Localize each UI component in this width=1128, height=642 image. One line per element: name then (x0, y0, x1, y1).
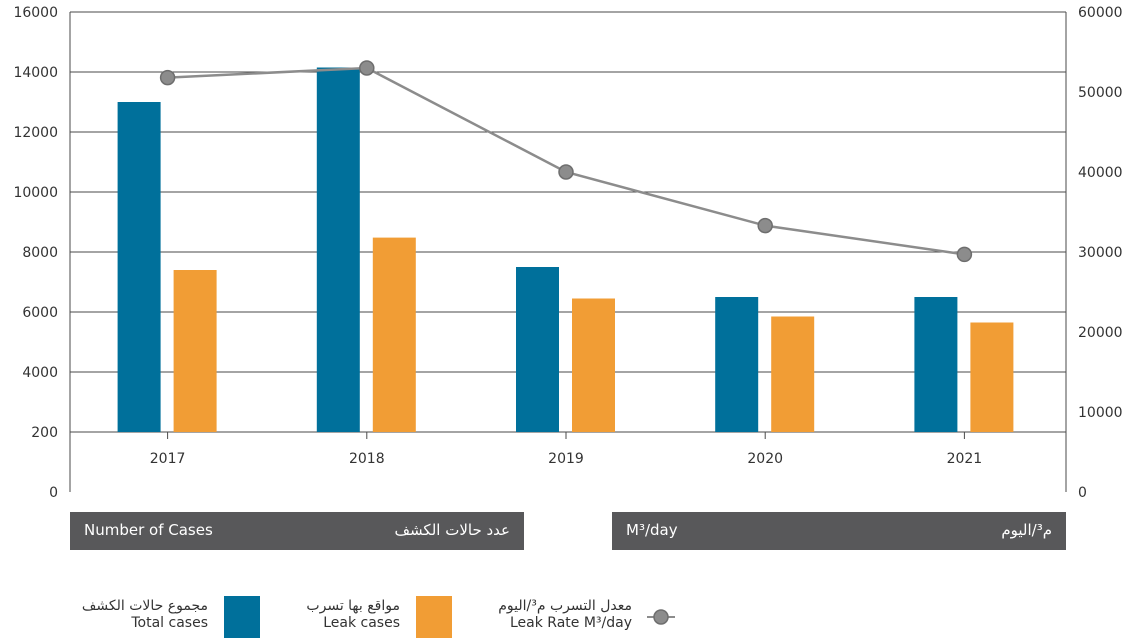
x-tick-label: 2017 (150, 451, 186, 467)
left-axis-title-bar: Number of Cases عدد حالات الكشف (70, 512, 524, 550)
bar-total-cases-2019 (516, 267, 559, 432)
legend-leak-cases-label: مواقع بها تسرب Leak cases (306, 598, 400, 632)
y-left-tick-label: 14000 (13, 65, 58, 81)
y-left-tick-label: 10000 (13, 185, 58, 201)
right-axis-title-bar: M³/day م³/اليوم (612, 512, 1066, 550)
y-right-tick-label: 10000 (1078, 405, 1123, 421)
y-left-tick-label: 200 (31, 425, 58, 441)
y-right-tick-label: 30000 (1078, 245, 1123, 261)
bar-total-cases-2021 (914, 297, 958, 432)
left-axis-title-en: Number of Cases (84, 521, 213, 539)
y-left-tick-label: 8000 (22, 245, 58, 261)
y-right-tick-label: 20000 (1078, 325, 1123, 341)
y-left-tick-label: 16000 (13, 5, 58, 21)
legend-leak-rate-ar: معدل التسرب م³/اليوم (498, 598, 632, 614)
y-left-tick-label: 12000 (13, 125, 58, 141)
right-axis-title-ar: م³/اليوم (1001, 521, 1052, 539)
x-tick-label: 2019 (548, 451, 584, 467)
y-right-tick-label: 60000 (1078, 5, 1123, 21)
x-tick-label: 2021 (947, 451, 983, 467)
left-axis-title-ar: عدد حالات الكشف (394, 521, 511, 539)
point-leak-rate-2018 (359, 60, 375, 76)
bar-total-cases-2020 (715, 297, 759, 432)
legend-total-cases-swatch (224, 596, 260, 638)
bar-total-cases-2018 (316, 67, 360, 432)
x-tick-label: 2018 (349, 451, 385, 467)
right-axis-title-en: M³/day (626, 521, 678, 539)
y-right-tick-label: 50000 (1078, 85, 1123, 101)
bar-total-cases-2017 (117, 102, 161, 432)
legend-leak-cases: مواقع بها تسرب Leak cases (252, 596, 452, 638)
point-leak-rate-2020 (757, 217, 773, 234)
point-leak-rate-2017 (159, 69, 176, 86)
legend-leak-cases-en: Leak cases (323, 615, 400, 631)
point-leak-rate-2021 (956, 246, 973, 263)
bar-leak-cases-2019 (572, 298, 615, 432)
y-right-tick-label: 0 (1078, 485, 1087, 501)
legend-total-cases-ar: مجموع حالات الكشف (81, 598, 208, 614)
point-leak-rate-2019 (558, 164, 574, 180)
bar-leak-cases-2020 (771, 316, 815, 432)
legend-leak-cases-ar: مواقع بها تسرب (306, 598, 400, 614)
y-left-tick-label: 6000 (22, 305, 58, 321)
y-left-tick-label: 4000 (22, 365, 58, 381)
legend-total-cases: مجموع حالات الكشف Total cases (60, 596, 260, 638)
legend-leak-cases-swatch (416, 596, 452, 638)
legend-total-cases-label: مجموع حالات الكشف Total cases (82, 598, 208, 632)
legend-total-cases-en: Total cases (131, 615, 208, 631)
legend-leak-rate-en: Leak Rate M³/day (509, 615, 632, 631)
legend-leak-rate-marker-icon (647, 609, 675, 625)
legend-leak-rate-label: معدل التسرب م³/اليوم Leak Rate M³/day (498, 598, 632, 632)
line-leak-rate (167, 66, 965, 256)
x-tick-label: 2020 (747, 451, 783, 467)
y-right-tick-label: 40000 (1078, 165, 1123, 181)
bar-leak-cases-2018 (372, 237, 416, 432)
bar-leak-cases-2017 (173, 270, 217, 432)
y-left-tick-label: 0 (49, 485, 58, 501)
legend-leak-rate: معدل التسرب م³/اليوم Leak Rate M³/day (440, 596, 680, 638)
bar-leak-cases-2021 (970, 322, 1014, 432)
